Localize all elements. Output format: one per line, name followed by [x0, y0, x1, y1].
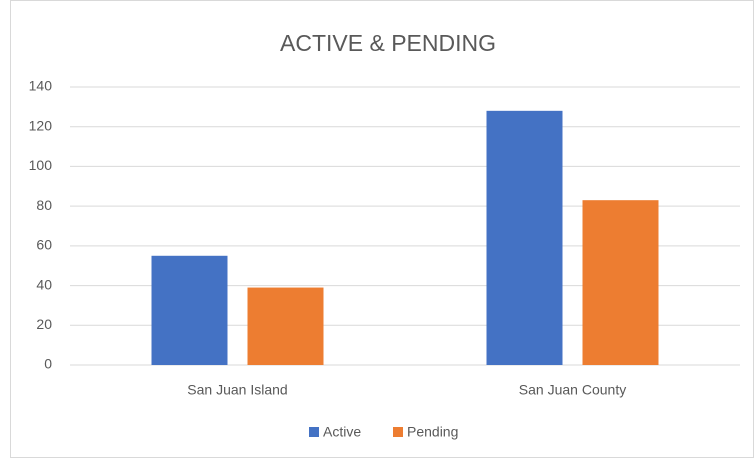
bar: [486, 110, 563, 365]
legend-label: Active: [323, 424, 361, 440]
bar: [247, 287, 324, 365]
legend-swatch: [309, 427, 319, 437]
y-tick-label: 20: [36, 316, 52, 332]
y-tick-label: 120: [29, 117, 53, 133]
legend-swatch: [393, 427, 403, 437]
chart-title: ACTIVE & PENDING: [280, 30, 496, 56]
y-tick-label: 100: [29, 157, 53, 173]
y-tick-label: 140: [29, 78, 53, 94]
y-tick-label: 60: [36, 237, 52, 253]
x-tick-label: San Juan Island: [187, 382, 287, 398]
x-tick-label: San Juan County: [519, 382, 626, 398]
bar: [582, 200, 659, 365]
legend-label: Pending: [407, 424, 458, 440]
y-tick-label: 0: [44, 356, 52, 372]
y-tick-label: 40: [36, 276, 52, 292]
bar: [151, 255, 228, 365]
y-tick-label: 80: [36, 197, 52, 213]
